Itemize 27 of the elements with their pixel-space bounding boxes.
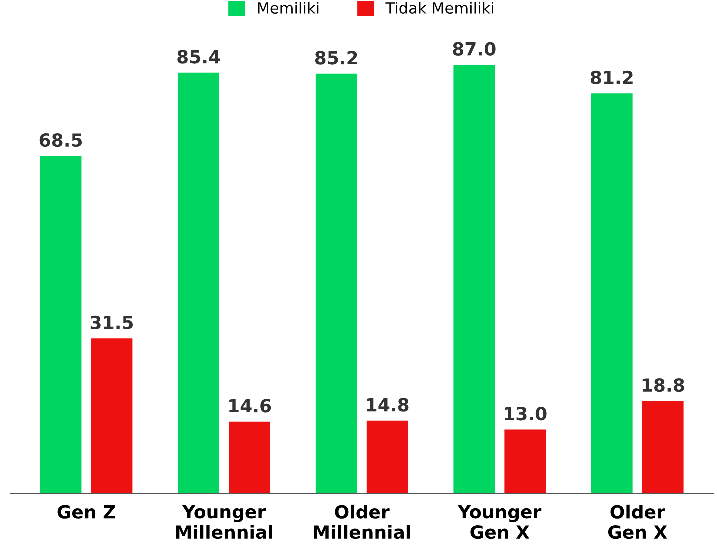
- bar: [40, 156, 82, 494]
- x-tick-label: Gen Z: [58, 505, 116, 519]
- legend-label: Memiliki: [258, 2, 319, 14]
- bar: [504, 430, 546, 494]
- x-tick-label: Younger Gen X: [458, 505, 542, 540]
- data-label: 85.2: [315, 51, 358, 65]
- x-tick-label: Older Gen X: [608, 504, 668, 540]
- bar: [642, 401, 684, 494]
- data-label: 13.0: [505, 407, 547, 421]
- data-label: 68.5: [40, 133, 82, 148]
- legend-label: Tidak Memiliki: [386, 2, 494, 14]
- bar: [91, 338, 133, 494]
- bar: [454, 64, 496, 494]
- bar: [366, 420, 408, 494]
- data-label: 14.6: [230, 399, 272, 413]
- data-label: 14.8: [367, 398, 409, 412]
- data-label: 81.2: [590, 70, 633, 85]
- bar: [316, 74, 358, 494]
- bar: [229, 422, 270, 494]
- data-label: 18.8: [642, 378, 684, 392]
- data-label: 85.4: [178, 50, 220, 64]
- data-label: 87.0: [453, 42, 496, 56]
- x-tick-label: Younger Millennial: [176, 505, 272, 540]
- bar: [178, 72, 220, 494]
- data-label: 31.5: [90, 316, 134, 330]
- x-tick-label: Older Millennial: [314, 504, 410, 540]
- bar: [591, 94, 633, 494]
